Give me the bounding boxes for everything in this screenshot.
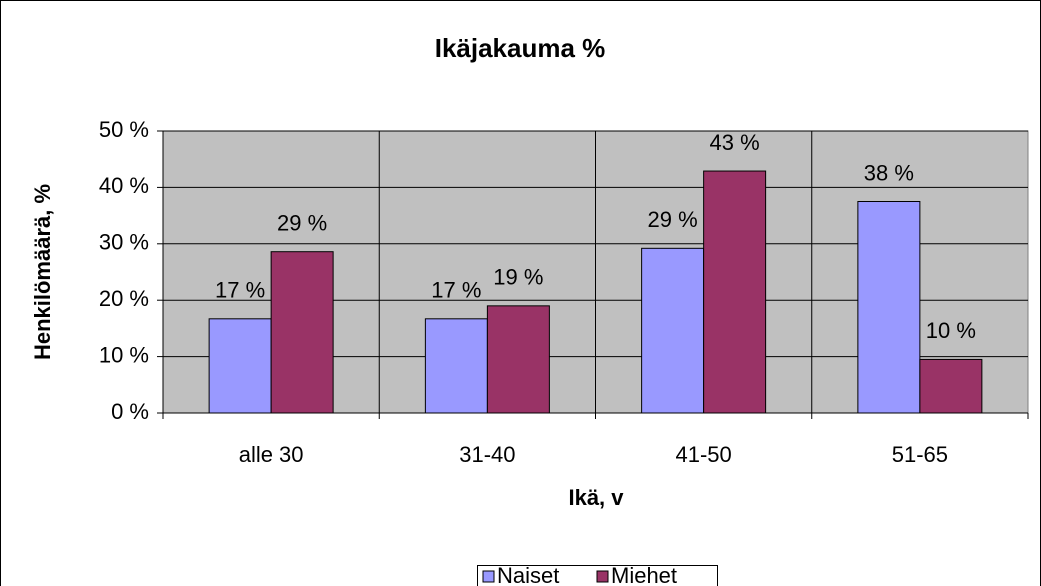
x-tick-label: 41-50 bbox=[675, 442, 731, 467]
x-axis-label: Ikä, v bbox=[568, 485, 624, 510]
data-label: 29 % bbox=[648, 207, 698, 232]
data-label: 29 % bbox=[277, 211, 327, 236]
bar bbox=[919, 358, 983, 414]
legend-label: Naiset bbox=[497, 563, 559, 586]
bar bbox=[641, 247, 705, 414]
bar bbox=[486, 305, 550, 414]
legend-swatch bbox=[596, 570, 609, 583]
legend-label: Miehet bbox=[611, 563, 677, 586]
y-tick-label: 40 % bbox=[99, 173, 149, 198]
bar bbox=[857, 201, 921, 414]
x-tick-label: alle 30 bbox=[239, 442, 304, 467]
legend-swatch bbox=[482, 570, 495, 583]
bar bbox=[208, 318, 272, 414]
data-label: 10 % bbox=[926, 318, 976, 343]
y-tick-label: 0 % bbox=[111, 399, 149, 424]
y-axis-label: Henkilömäärä, % bbox=[30, 184, 55, 360]
data-label: 38 % bbox=[864, 160, 914, 185]
bar bbox=[424, 318, 488, 414]
chart-title: Ikäjakauma % bbox=[435, 33, 606, 63]
y-tick-label: 20 % bbox=[99, 286, 149, 311]
bar bbox=[703, 170, 767, 414]
y-tick-label: 10 % bbox=[99, 342, 149, 367]
x-tick-label: 51-65 bbox=[892, 442, 948, 467]
data-label: 43 % bbox=[710, 130, 760, 155]
data-label: 19 % bbox=[493, 265, 543, 290]
data-label: 17 % bbox=[431, 278, 481, 303]
y-tick-label: 30 % bbox=[99, 230, 149, 255]
y-tick-label: 50 % bbox=[99, 117, 149, 142]
bar bbox=[270, 251, 334, 414]
x-tick-label: 31-40 bbox=[459, 442, 515, 467]
data-label: 17 % bbox=[215, 278, 265, 303]
